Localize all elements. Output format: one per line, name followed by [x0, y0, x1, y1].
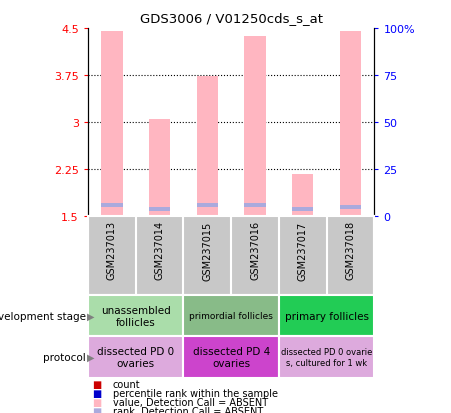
Bar [279, 337, 374, 378]
Text: ■: ■ [92, 397, 102, 407]
Bar [340, 206, 361, 209]
Bar [184, 295, 279, 337]
Bar [101, 204, 123, 207]
Text: ■: ■ [92, 406, 102, 413]
Text: dissected PD 0
ovaries: dissected PD 0 ovaries [97, 347, 174, 368]
Bar [88, 337, 184, 378]
Bar [244, 204, 266, 207]
Text: GSM237015: GSM237015 [202, 221, 212, 280]
Text: count: count [113, 379, 140, 389]
Text: rank, Detection Call = ABSENT: rank, Detection Call = ABSENT [113, 406, 263, 413]
Text: GSM237014: GSM237014 [155, 221, 165, 280]
Text: ■: ■ [92, 388, 102, 398]
Text: protocol: protocol [43, 352, 86, 362]
Text: ▶: ▶ [87, 311, 94, 321]
Text: primordial follicles: primordial follicles [189, 311, 273, 320]
Bar [88, 295, 184, 337]
Text: ■: ■ [92, 379, 102, 389]
Title: GDS3006 / V01250cds_s_at: GDS3006 / V01250cds_s_at [140, 12, 322, 25]
Bar [197, 204, 218, 207]
Text: GSM237013: GSM237013 [107, 221, 117, 280]
Bar [149, 208, 170, 211]
Text: GSM237018: GSM237018 [345, 221, 355, 280]
Bar [340, 32, 361, 217]
Text: value, Detection Call = ABSENT: value, Detection Call = ABSENT [113, 397, 268, 407]
Bar [184, 337, 279, 378]
Text: development stage: development stage [0, 311, 86, 321]
Text: dissected PD 0 ovarie
s, cultured for 1 wk: dissected PD 0 ovarie s, cultured for 1 … [281, 348, 372, 367]
Text: GSM237016: GSM237016 [250, 221, 260, 280]
Text: percentile rank within the sample: percentile rank within the sample [113, 388, 278, 398]
Text: dissected PD 4
ovaries: dissected PD 4 ovaries [193, 347, 270, 368]
Bar [101, 32, 123, 217]
Text: primary follicles: primary follicles [285, 311, 368, 321]
Bar [244, 36, 266, 217]
Bar [292, 175, 313, 217]
Text: ▶: ▶ [87, 352, 94, 362]
Text: GSM237017: GSM237017 [298, 221, 308, 280]
Text: unassembled
follicles: unassembled follicles [101, 305, 170, 327]
Bar [149, 120, 170, 217]
Bar [292, 208, 313, 211]
Bar [279, 295, 374, 337]
Bar [197, 77, 218, 217]
